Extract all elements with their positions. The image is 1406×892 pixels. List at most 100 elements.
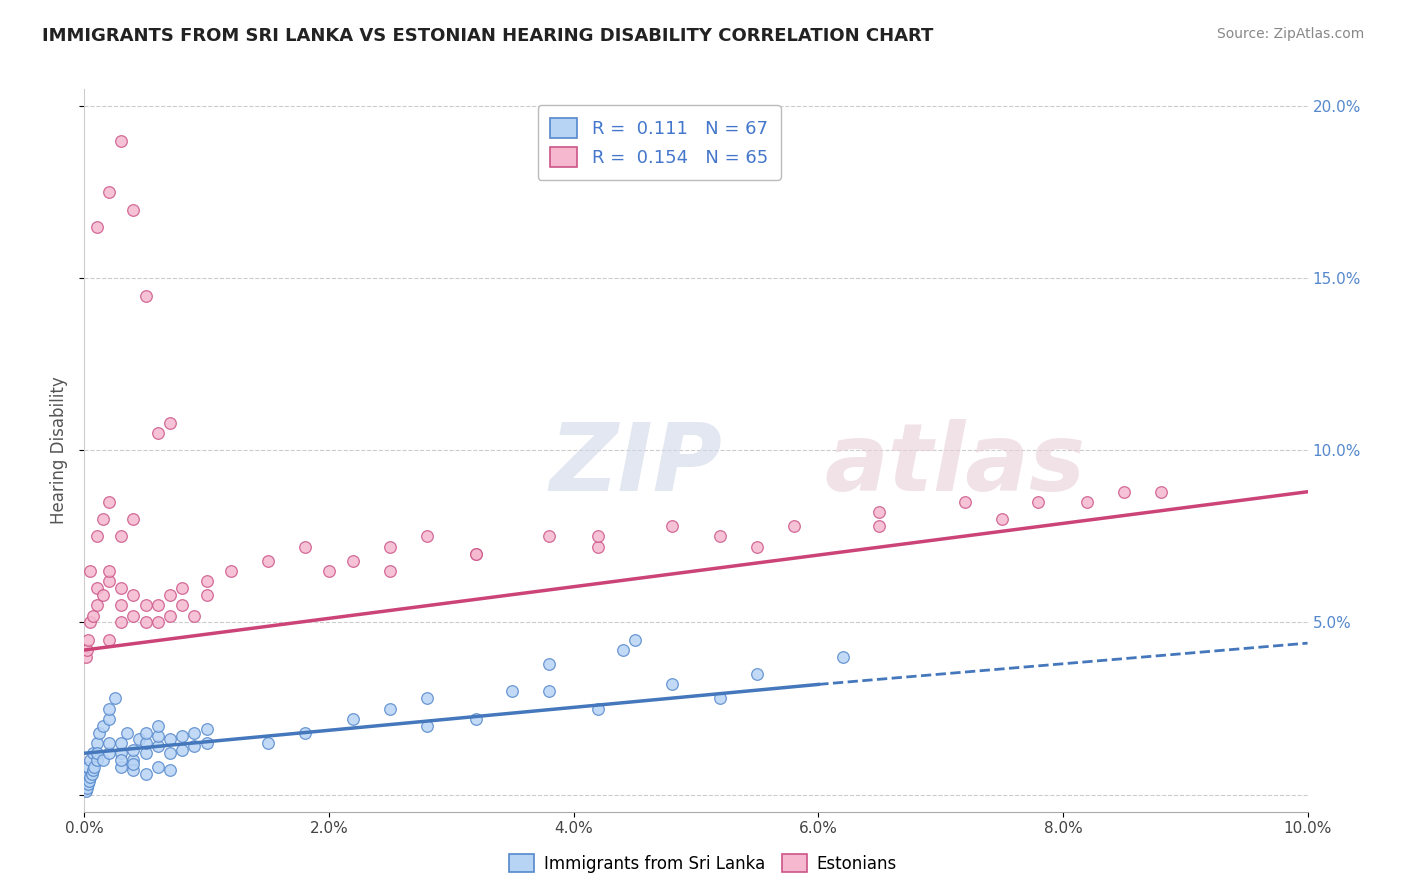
Point [110, 736, 132, 750]
Point [380, 540, 402, 554]
Point [110, 581, 132, 595]
Point [110, 599, 132, 613]
Point [183, 608, 205, 623]
Point [77, 760, 100, 774]
Point [79, 753, 101, 767]
Point [86, 581, 108, 595]
Point [257, 553, 280, 567]
Point [586, 540, 609, 554]
Point [122, 753, 145, 767]
Point [416, 529, 439, 543]
Point [1114, 484, 1136, 499]
Point [380, 701, 402, 715]
Legend: Immigrants from Sri Lanka, Estonians: Immigrants from Sri Lanka, Estonians [502, 847, 904, 880]
Point [538, 529, 561, 543]
Point [79, 770, 101, 784]
Point [146, 739, 169, 754]
Point [76, 643, 98, 657]
Point [195, 722, 218, 736]
Point [87, 725, 110, 739]
Point [416, 691, 439, 706]
Point [464, 547, 486, 561]
Point [159, 746, 181, 760]
Point [79, 615, 101, 630]
Point [80, 767, 103, 781]
Point [122, 202, 145, 217]
Point [159, 764, 181, 778]
Point [135, 767, 157, 781]
Point [122, 743, 145, 757]
Point [172, 743, 194, 757]
Point [97, 736, 120, 750]
Text: Source: ZipAtlas.com: Source: ZipAtlas.com [1216, 27, 1364, 41]
Point [464, 712, 486, 726]
Point [869, 505, 891, 519]
Point [747, 667, 769, 681]
Point [159, 732, 181, 747]
Point [159, 588, 181, 602]
Point [183, 739, 205, 754]
Point [172, 599, 194, 613]
Point [146, 729, 169, 743]
Point [195, 736, 218, 750]
Point [110, 529, 132, 543]
Point [110, 746, 132, 760]
Point [86, 753, 108, 767]
Point [146, 760, 169, 774]
Point [82, 764, 104, 778]
Point [159, 608, 181, 623]
Point [502, 684, 524, 698]
Point [79, 564, 101, 578]
Point [146, 426, 169, 441]
Point [1076, 495, 1098, 509]
Point [172, 729, 194, 743]
Point [104, 691, 127, 706]
Point [1028, 495, 1050, 509]
Point [586, 701, 609, 715]
Point [172, 581, 194, 595]
Point [97, 746, 120, 760]
Point [91, 588, 114, 602]
Point [110, 615, 132, 630]
Point [342, 712, 364, 726]
Point [709, 529, 731, 543]
Point [97, 564, 120, 578]
Y-axis label: Hearing Disability: Hearing Disability [51, 376, 69, 524]
Point [783, 519, 806, 533]
Point [86, 599, 108, 613]
Point [195, 574, 218, 589]
Point [146, 719, 169, 733]
Point [538, 684, 561, 698]
Point [115, 725, 138, 739]
Point [122, 756, 145, 771]
Text: IMMIGRANTS FROM SRI LANKA VS ESTONIAN HEARING DISABILITY CORRELATION CHART: IMMIGRANTS FROM SRI LANKA VS ESTONIAN HE… [42, 27, 934, 45]
Point [91, 753, 114, 767]
Point [183, 725, 205, 739]
Text: atlas: atlas [824, 419, 1085, 511]
Point [75, 784, 97, 798]
Point [82, 608, 104, 623]
Point [122, 588, 145, 602]
Point [624, 632, 647, 647]
Point [91, 512, 114, 526]
Point [76, 780, 98, 795]
Point [97, 701, 120, 715]
Point [77, 773, 100, 788]
Point [159, 416, 181, 430]
Point [464, 547, 486, 561]
Point [135, 725, 157, 739]
Point [991, 512, 1014, 526]
Text: ZIP: ZIP [550, 419, 723, 511]
Point [661, 677, 683, 691]
Point [135, 599, 157, 613]
Point [1150, 484, 1173, 499]
Point [135, 288, 157, 302]
Point [97, 574, 120, 589]
Point [146, 599, 169, 613]
Point [380, 564, 402, 578]
Point [110, 753, 132, 767]
Point [195, 588, 218, 602]
Point [110, 760, 132, 774]
Point [128, 732, 150, 747]
Point [77, 777, 100, 791]
